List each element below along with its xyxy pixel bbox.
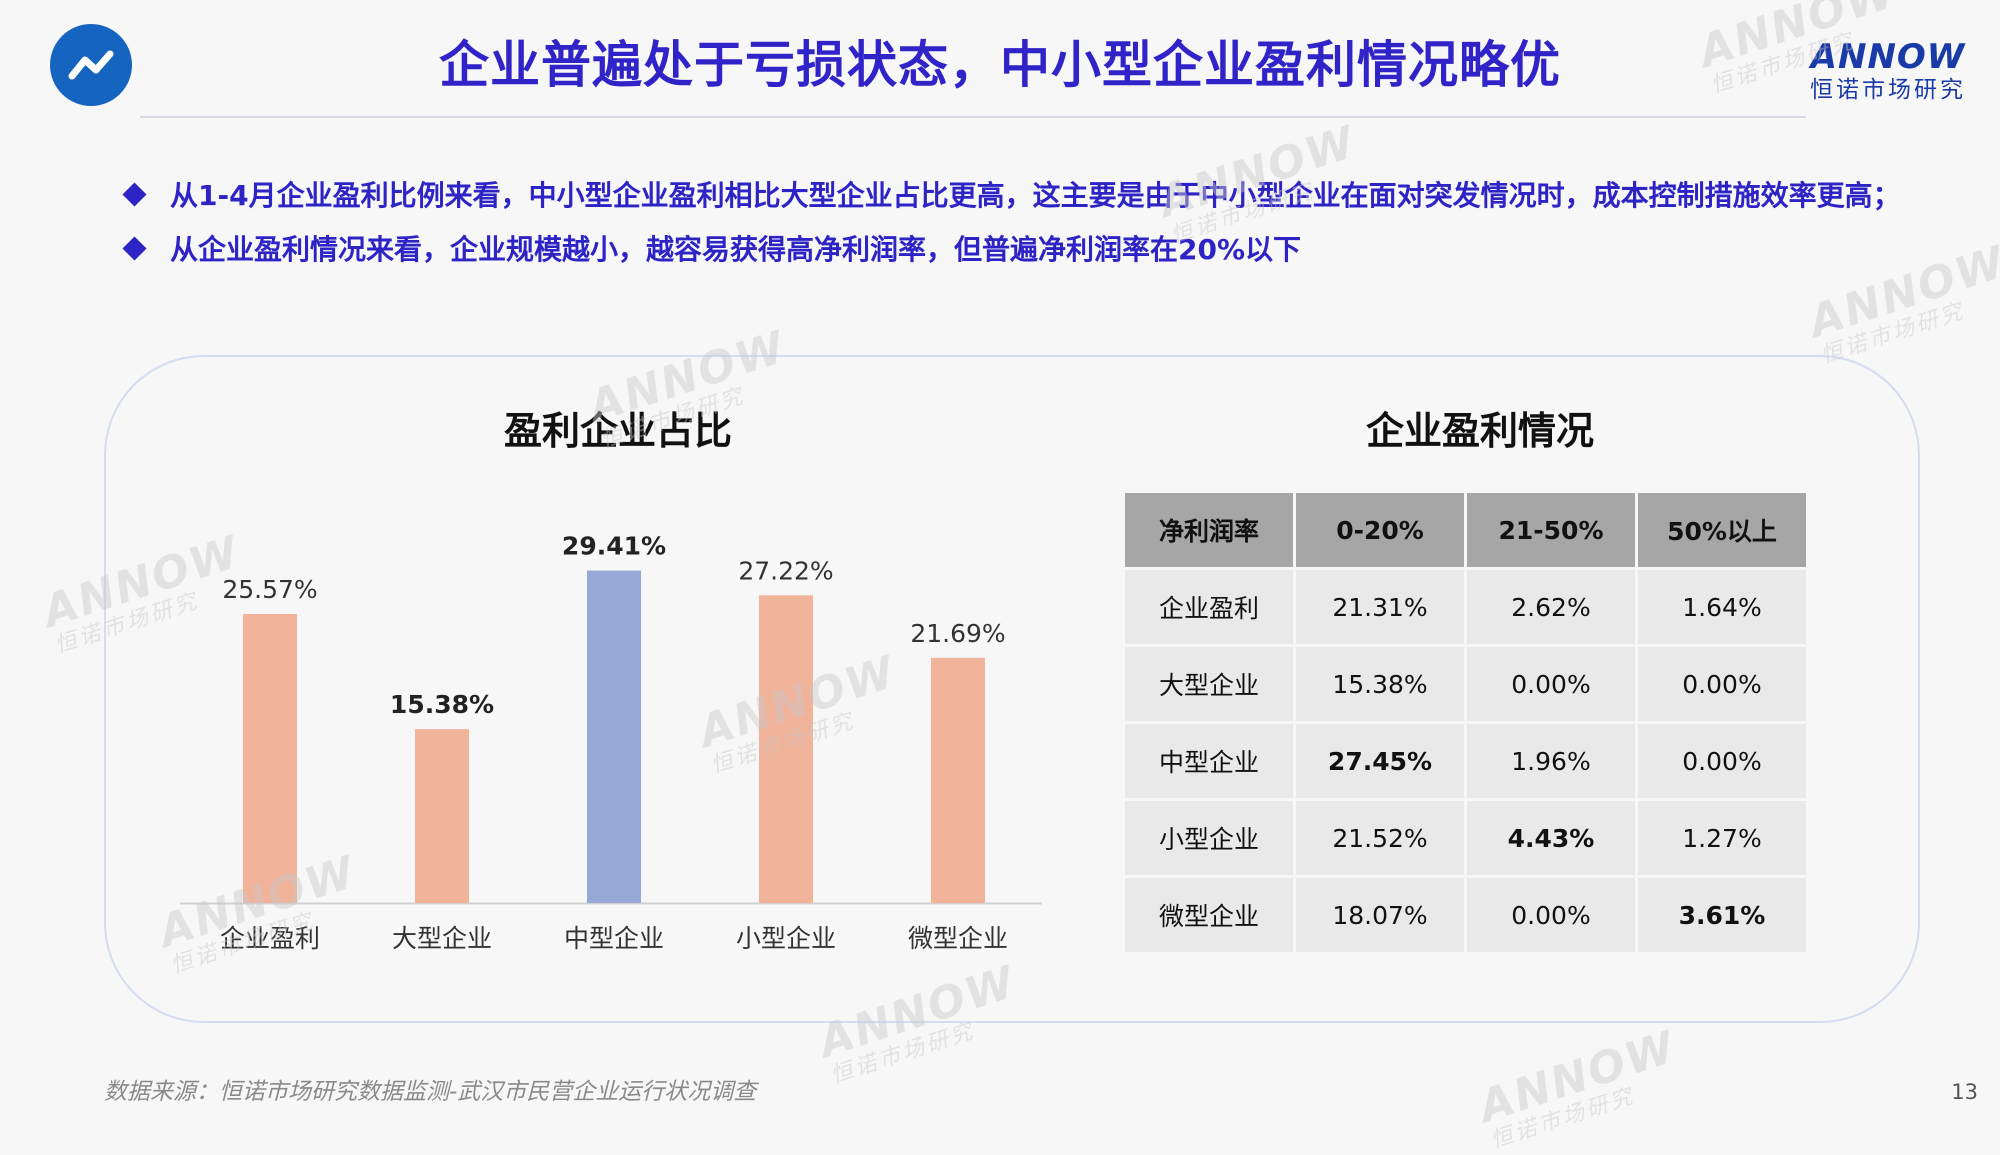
header-cell: 0-20%	[1296, 493, 1464, 567]
table-title: 企业盈利情况	[1365, 409, 1594, 453]
bar	[587, 570, 641, 903]
bar	[931, 657, 985, 903]
header-cell: 50%以上	[1638, 493, 1806, 567]
table-cell: 4.43%	[1467, 801, 1635, 875]
bullet-text: 从企业盈利情况来看，企业规模越小，越容易获得高净利润率，但普遍净利润率在20%以…	[170, 233, 1302, 266]
bar	[415, 729, 469, 903]
category-label: 企业盈利	[220, 924, 320, 953]
bullet-item: 从1-4月企业盈利比例来看，中小型企业盈利相比大型企业占比更高，这主要是由于中小…	[122, 170, 1914, 222]
profit-ratio-bar-chart: 25.57% 企业盈利 15.38% 大型企业 29.41% 中型企业 27.22% 小型企业…	[180, 532, 1042, 953]
data-source: 数据来源：恒诺市场研究数据监测-武汉市民营企业运行状况调查	[104, 1079, 757, 1105]
table-cell: 小型企业	[1125, 801, 1293, 875]
table-cell: 大型企业	[1125, 647, 1293, 721]
header-cell: 21-50%	[1467, 493, 1635, 567]
table-cell: 15.38%	[1296, 647, 1464, 721]
table-cell: 27.45%	[1296, 724, 1464, 798]
table-cell: 0.00%	[1638, 647, 1806, 721]
data-label: 21.69%	[910, 619, 1005, 648]
page-title: 企业普遍处于亏损状态，中小型企业盈利情况略优	[439, 36, 1561, 94]
table-cell: 企业盈利	[1125, 570, 1293, 644]
table-cell: 1.27%	[1638, 801, 1806, 875]
bar	[243, 613, 297, 903]
data-label: 27.22%	[738, 556, 833, 585]
bullet-text: 从1-4月企业盈利比例来看，中小型企业盈利相比大型企业占比更高，这主要是由于中小…	[170, 179, 1901, 212]
category-label: 小型企业	[736, 924, 836, 953]
table-cell: 1.96%	[1467, 724, 1635, 798]
table-row: 企业盈利 21.31% 2.62% 1.64%	[1125, 570, 1806, 644]
table-cell: 0.00%	[1467, 878, 1635, 952]
data-label: 25.57%	[222, 575, 317, 604]
table-row: 小型企业 21.52% 4.43% 1.27%	[1125, 801, 1806, 875]
logo-badge	[50, 24, 132, 106]
table-cell: 中型企业	[1125, 724, 1293, 798]
header-cell: 净利润率	[1125, 493, 1293, 567]
table-cell: 21.31%	[1296, 570, 1464, 644]
table-cell: 21.52%	[1296, 801, 1464, 875]
table-cell: 2.62%	[1467, 570, 1635, 644]
brand-name-en: ANNOW	[1810, 37, 1966, 77]
table-cell: 3.61%	[1638, 878, 1806, 952]
diamond-bullet-icon	[122, 236, 147, 261]
table-cell: 0.00%	[1467, 647, 1635, 721]
category-label: 大型企业	[392, 924, 492, 953]
table-row: 微型企业 18.07% 0.00% 3.61%	[1125, 878, 1806, 952]
brand-logo: ANNOW 恒诺市场研究	[1798, 38, 1978, 104]
page-number: 13	[1951, 1080, 1978, 1104]
table-cell: 微型企业	[1125, 878, 1293, 952]
data-label: 29.41%	[562, 532, 666, 561]
bullet-item: 从企业盈利情况来看，企业规模越小，越容易获得高净利润率，但普遍净利润率在20%以…	[122, 224, 1914, 276]
table-cell: 0.00%	[1638, 724, 1806, 798]
table-row: 中型企业 27.45% 1.96% 0.00%	[1125, 724, 1806, 798]
brand-name-cn: 恒诺市场研究	[1810, 77, 1966, 103]
profit-table: 净利润率 0-20% 21-50% 50%以上 企业盈利 21.31% 2.62…	[1122, 490, 1809, 955]
bar	[759, 595, 813, 903]
watermark: ANNOW 恒诺市场研究	[1472, 1021, 1683, 1154]
table-row: 大型企业 15.38% 0.00% 0.00%	[1125, 647, 1806, 721]
key-findings: 从1-4月企业盈利比例来看，中小型企业盈利相比大型企业占比更高，这主要是由于中小…	[122, 170, 1914, 278]
diamond-bullet-icon	[122, 182, 147, 207]
trend-line-icon	[68, 50, 114, 80]
title-divider	[140, 116, 1806, 118]
category-label: 微型企业	[908, 924, 1008, 953]
table-cell: 1.64%	[1638, 570, 1806, 644]
category-label: 中型企业	[564, 924, 664, 953]
data-label: 15.38%	[390, 690, 494, 719]
chart-title: 盈利企业占比	[503, 409, 732, 453]
table-header-row: 净利润率 0-20% 21-50% 50%以上	[1125, 493, 1806, 567]
table-cell: 18.07%	[1296, 878, 1464, 952]
